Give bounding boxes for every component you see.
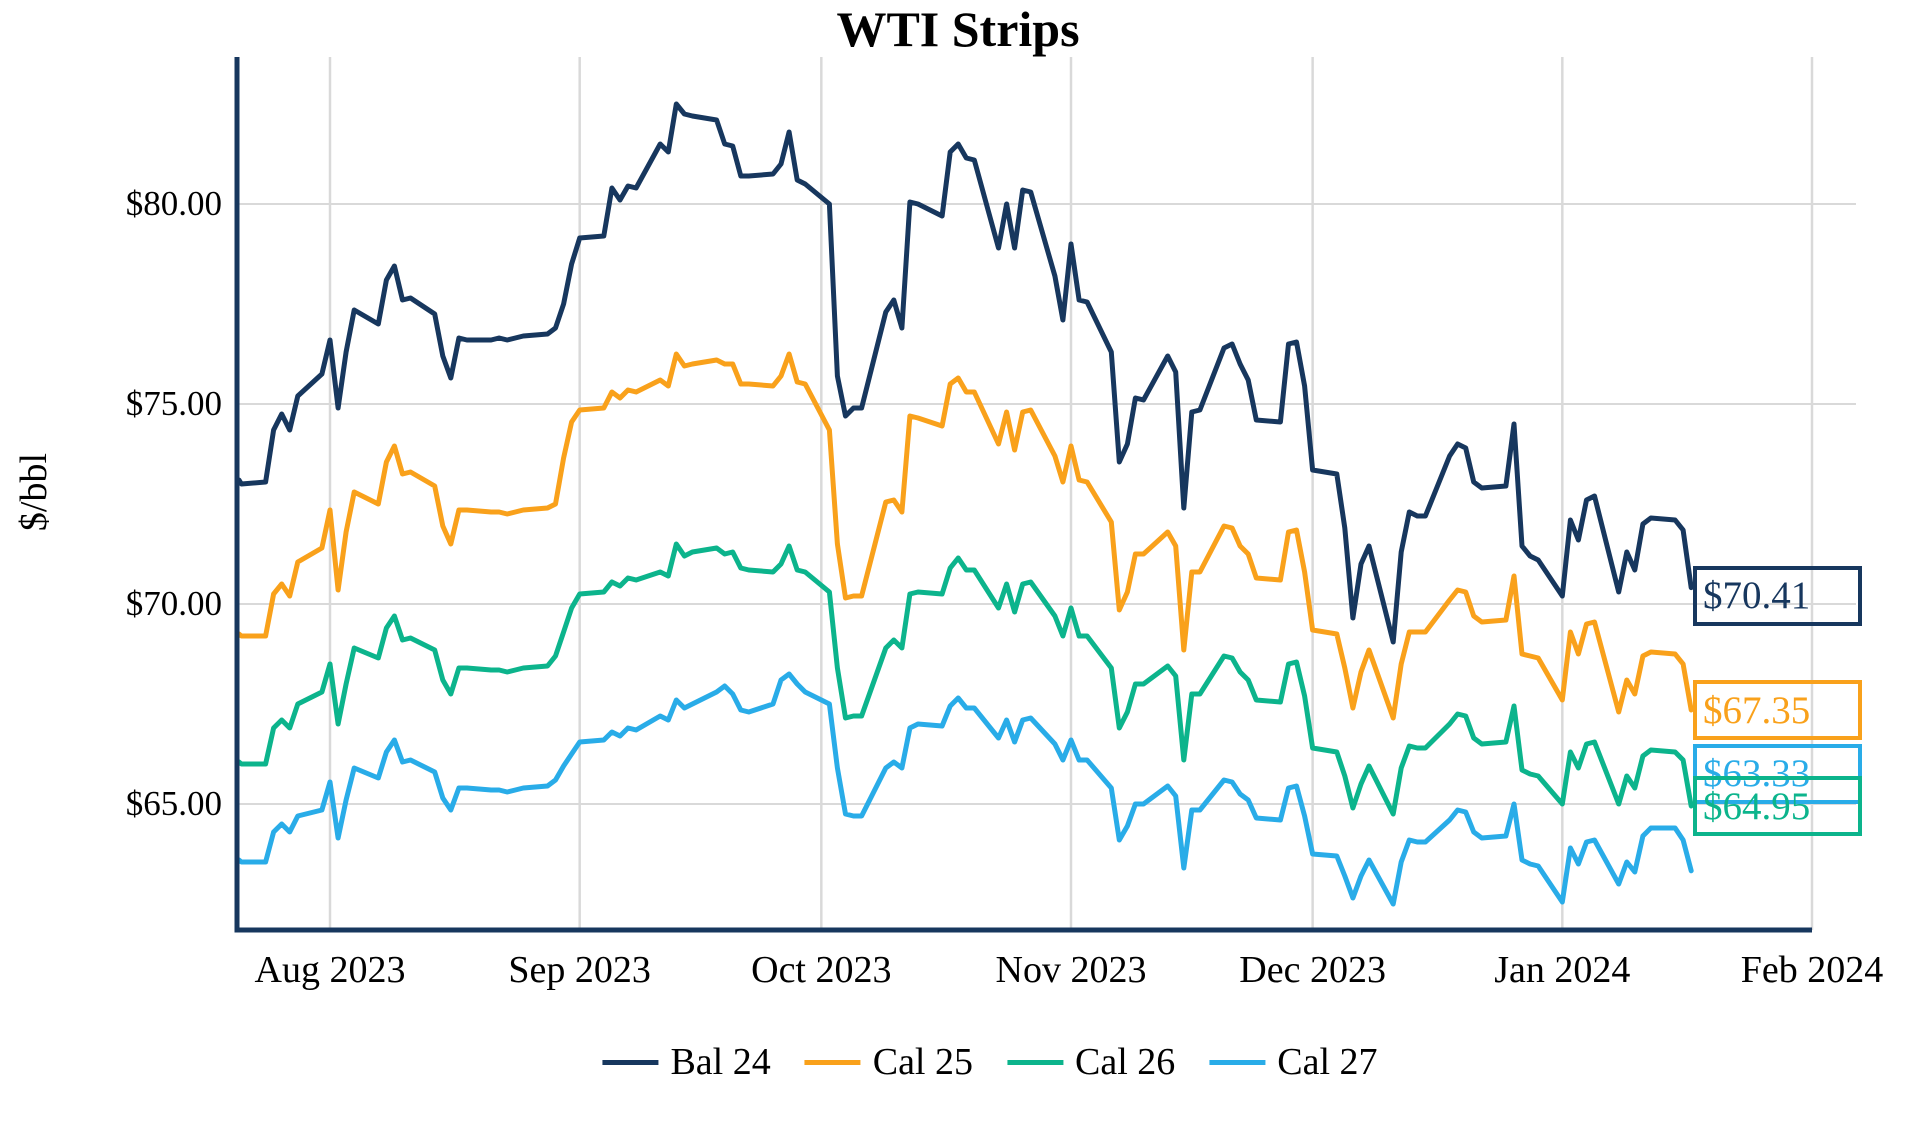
series-end-value-label: $63.33 [1693, 743, 1862, 804]
legend-item: Cal 26 [1007, 1040, 1175, 1084]
y-axis-title: $/bbl [13, 452, 55, 532]
legend-label: Cal 25 [872, 1041, 973, 1083]
series-end-value-label: $70.41 [1693, 565, 1862, 626]
legend-line-swatch [804, 1059, 861, 1065]
legend: Bal 24 Cal 25 Cal 26 Cal 27 [602, 1040, 1378, 1084]
series-end-value-label: $64.95 [1693, 776, 1862, 836]
legend-line-swatch [1007, 1059, 1063, 1065]
legend-item: Cal 25 [804, 1040, 973, 1084]
x-tick-label: Nov 2023 [995, 949, 1147, 991]
x-tick-label: Oct 2023 [751, 949, 892, 991]
legend-item: Bal 24 [602, 1040, 771, 1084]
legend-label: Bal 24 [670, 1041, 771, 1083]
x-tick-label: Aug 2023 [254, 949, 406, 991]
y-tick-label: $75.00 [125, 384, 222, 423]
legend-label: Cal 27 [1277, 1041, 1378, 1083]
legend-item: Cal 27 [1209, 1040, 1378, 1084]
legend-line-swatch [1209, 1059, 1266, 1065]
x-tick-label: Dec 2023 [1239, 949, 1386, 991]
legend-line-swatch [602, 1059, 659, 1065]
chart-title: WTI Strips [836, 1, 1080, 57]
y-tick-label: $80.00 [125, 184, 222, 223]
x-tick-label: Jan 2024 [1494, 949, 1631, 991]
y-tick-label: $65.00 [125, 784, 222, 823]
x-tick-label: Feb 2024 [1740, 949, 1884, 991]
y-tick-label: $70.00 [125, 584, 222, 623]
x-tick-label: Sep 2023 [508, 949, 651, 991]
series-end-value-label: $67.35 [1693, 680, 1862, 740]
legend-label: Cal 26 [1075, 1041, 1176, 1083]
